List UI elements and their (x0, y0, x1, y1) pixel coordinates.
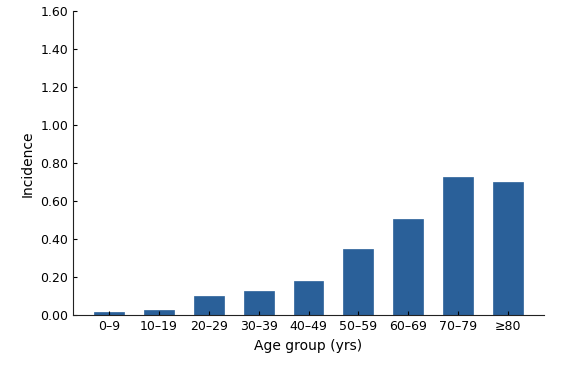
Bar (194, 296, 224, 315)
Bar (393, 218, 423, 315)
Bar (293, 281, 324, 315)
Bar (144, 310, 174, 315)
Bar (94, 312, 124, 315)
Bar (443, 177, 473, 315)
Bar (343, 249, 373, 315)
Bar (244, 291, 274, 315)
Y-axis label: Incidence: Incidence (21, 130, 35, 197)
Bar (493, 182, 523, 315)
X-axis label: Age group (yrs): Age group (yrs) (255, 339, 362, 353)
